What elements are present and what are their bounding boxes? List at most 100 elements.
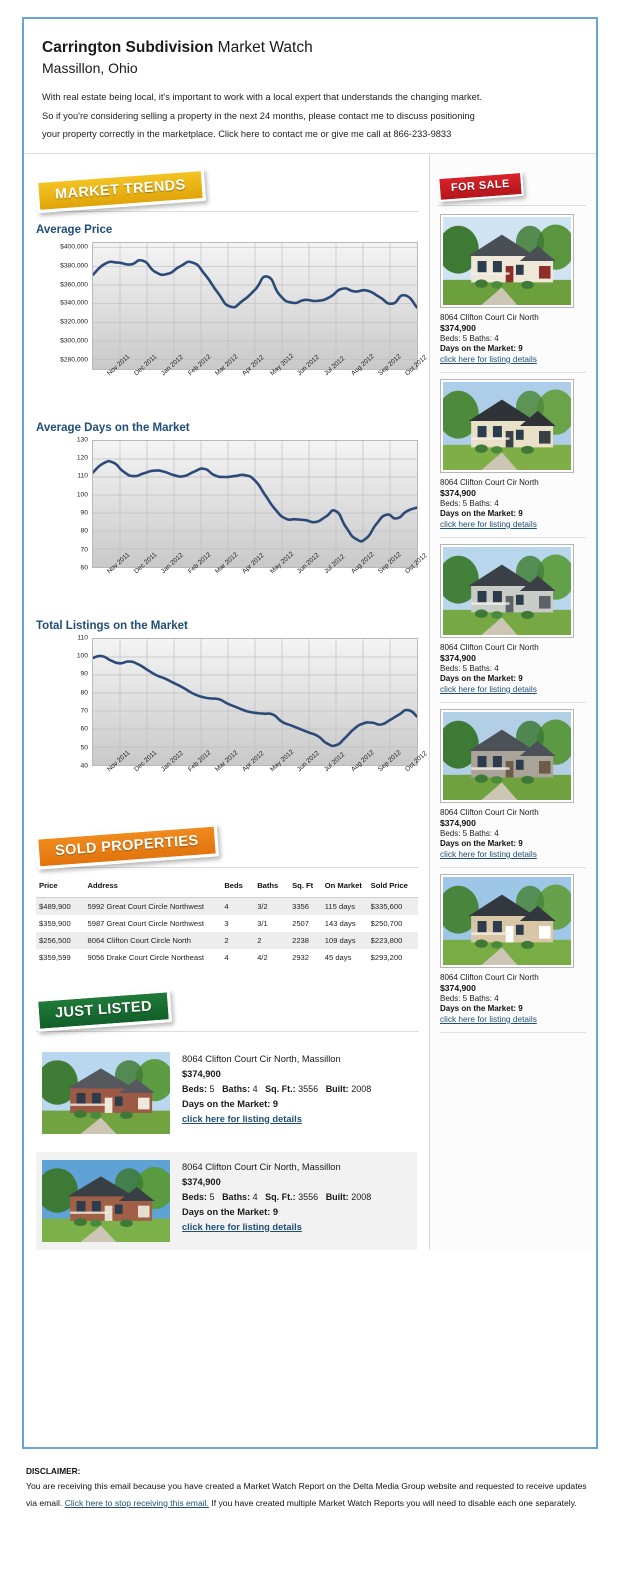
listing-price: $374,900 <box>182 1068 221 1079</box>
cell-price: $256,500 <box>36 931 85 949</box>
beds-value: 5 <box>209 1083 215 1094</box>
subdivision-name: Carrington Subdivision <box>42 39 214 56</box>
built-value: 2008 <box>351 1083 372 1094</box>
listing-photo[interactable] <box>42 1051 170 1134</box>
built-label: Built: <box>325 1191 349 1202</box>
table-row[interactable]: $256,500 8064 Clifton Court Circle North 2… <box>36 931 418 949</box>
intro-line-1: With real estate being local, it's impor… <box>42 92 482 103</box>
for-sale-sidebar: FOR SALE 8064 Clifton Court Cir North $37… <box>429 153 596 1250</box>
x-axis-labels: Nov 2011 Dec 2011 Jan 2012 Feb 2012 Mar 2012… <box>92 748 429 808</box>
data-series-line <box>93 260 417 307</box>
listing-details-link[interactable]: click here for listing details <box>182 1113 302 1124</box>
built-value: 2008 <box>351 1191 372 1202</box>
table-header-row: Price Address Beds Baths Sq. Ft On Market Sold… <box>36 875 418 898</box>
plot-area <box>92 439 418 568</box>
disclaimer-title: DISCLAIMER: <box>26 1466 81 1476</box>
cell-on-market: 143 days <box>324 918 356 928</box>
listing-photo[interactable] <box>440 543 574 638</box>
y-axis-tick: $400,000 <box>60 243 88 251</box>
disclaimer-part-1: You are receiving this email because you… <box>26 1481 587 1508</box>
for-sale-listing-card[interactable]: 8064 Clifton Court Cir North $374,900 Beds… <box>440 868 586 1033</box>
y-axis-tick: 90 <box>80 670 88 678</box>
disclaimer-text: You are receiving this email because you… <box>26 1478 596 1512</box>
for-sale-listing-card[interactable]: 8064 Clifton Court Cir North $374,900 Beds… <box>440 703 586 868</box>
listing-photo[interactable] <box>440 213 574 308</box>
cell-sold-price: $250,700 <box>370 918 403 928</box>
listing-details-link[interactable]: click here for listing details <box>440 683 537 694</box>
just-listed-item[interactable]: 8064 Clifton Court Cir North, Massillon $… <box>36 1044 417 1142</box>
column-header: Sq. Ft <box>289 875 322 898</box>
disclaimer-block: DISCLAIMER: You are receiving this email… <box>26 1466 596 1512</box>
column-header: Address <box>84 875 222 898</box>
beds-label: Beds: <box>182 1083 208 1094</box>
sqft-value: 3556 <box>298 1083 319 1094</box>
cell-sqft: 2507 <box>292 918 310 928</box>
listing-info: 8064 Clifton Court Cir North, Massillon $… <box>182 1160 371 1242</box>
days-on-market: Days on the Market: 9 <box>440 343 523 353</box>
listing-photo[interactable] <box>42 1159 170 1242</box>
y-axis-tick: 100 <box>76 491 88 499</box>
listing-details-link[interactable]: click here for listing details <box>440 518 537 529</box>
listing-beds-baths: Beds: 5 Baths: 4 <box>440 663 499 673</box>
y-axis-tick: 60 <box>80 725 88 733</box>
cell-sqft: 3356 <box>289 897 322 915</box>
cell-sold-price: $223,800 <box>367 931 418 949</box>
listing-specs: Beds: 5 Baths: 4 Sq. Ft.: 3556 Built: 20… <box>182 1190 371 1205</box>
just-listed-badge: JUST LISTED <box>34 988 173 1032</box>
email-frame: Carrington Subdivision Market Watch Mass… <box>22 17 598 1449</box>
column-header: Baths <box>254 875 290 898</box>
unsubscribe-link[interactable]: Click here to stop receiving this email. <box>64 1497 209 1508</box>
column-header: Sold Price <box>367 875 418 898</box>
y-axis-tick: $320,000 <box>60 318 88 326</box>
for-sale-listing-card[interactable]: 8064 Clifton Court Cir North $374,900 Beds… <box>440 208 586 373</box>
chart-average-days-on-market: Average Days on the Market 130 120 110 100 9… <box>36 421 429 610</box>
listing-details-link[interactable]: click here for listing details <box>182 1221 302 1232</box>
for-sale-listing-card[interactable]: 8064 Clifton Court Cir North $374,900 Beds… <box>440 538 586 703</box>
house-photo-brick-gabled-house <box>42 1159 170 1242</box>
just-listed-item[interactable]: 8064 Clifton Court Cir North, Massillon $… <box>36 1151 417 1250</box>
baths-label: Baths: <box>222 1191 251 1202</box>
listing-photo[interactable] <box>440 378 574 473</box>
intro-line-3: your property correctly in the marketpla… <box>42 128 452 139</box>
cell-on-market: 45 days <box>324 952 352 962</box>
report-type-label: Market Watch <box>213 39 313 56</box>
house-photo-cream-colonial-house <box>443 381 571 470</box>
cell-price: $359,900 <box>39 918 71 928</box>
days-on-market: Days on the Market: 9 <box>440 838 523 848</box>
house-photo-craftsman-bungalow-with-trees <box>443 216 571 305</box>
intro-line-2: So if you're considering selling a prope… <box>42 110 475 121</box>
cell-baths: 3/2 <box>254 897 290 915</box>
y-axis-tick: $280,000 <box>60 356 88 364</box>
listing-price: $374,900 <box>440 817 476 828</box>
listing-address: 8064 Clifton Court Cir North <box>440 642 539 652</box>
just-listed-section-header: JUST LISTED <box>34 988 429 1034</box>
house-photo-stone-tudor-house <box>443 711 571 800</box>
for-sale-listing-card[interactable]: 8064 Clifton Court Cir North $374,900 Beds… <box>440 373 586 538</box>
y-axis-tick: 110 <box>77 634 88 642</box>
listing-photo[interactable] <box>440 708 574 803</box>
days-on-market: Days on the Market: 9 <box>440 673 523 683</box>
listing-price: $374,900 <box>440 652 476 663</box>
y-axis-tick: $380,000 <box>60 262 88 270</box>
listing-photo[interactable] <box>440 873 574 968</box>
chart-title: Average Price <box>36 223 113 236</box>
listing-details-link[interactable]: click here for listing details <box>440 848 537 859</box>
listing-price: $374,900 <box>440 982 476 993</box>
table-row[interactable]: $359,599 9056 Drake Court Circle Northeas… <box>36 949 418 966</box>
listing-details-link[interactable]: click here for listing details <box>440 353 537 364</box>
y-axis-labels: $400,000 $380,000 $360,000 $340,000 $320,000… <box>36 242 92 370</box>
listing-beds-baths: Beds: 5 Baths: 4 <box>440 828 499 838</box>
y-axis-tick: 130 <box>76 436 88 444</box>
sqft-value: 3556 <box>298 1191 319 1202</box>
cell-address: 8064 Clifton Court Circle North <box>84 931 222 949</box>
listing-details-link[interactable]: click here for listing details <box>440 1013 537 1024</box>
table-row[interactable]: $489,900 5992 Great Court Circle Northwes… <box>36 897 418 915</box>
sqft-label: Sq. Ft.: <box>265 1083 296 1094</box>
section-divider <box>36 1030 419 1032</box>
cell-sold-price: $293,200 <box>370 952 403 962</box>
column-header: On Market <box>321 875 368 898</box>
chart-title: Average Days on the Market <box>36 421 190 434</box>
listing-price: $374,900 <box>440 487 476 498</box>
table-row[interactable]: $359,900 5987 Great Court Circle Northwes… <box>36 915 418 932</box>
listing-info: 8064 Clifton Court Cir North, Massillon $… <box>182 1052 371 1134</box>
